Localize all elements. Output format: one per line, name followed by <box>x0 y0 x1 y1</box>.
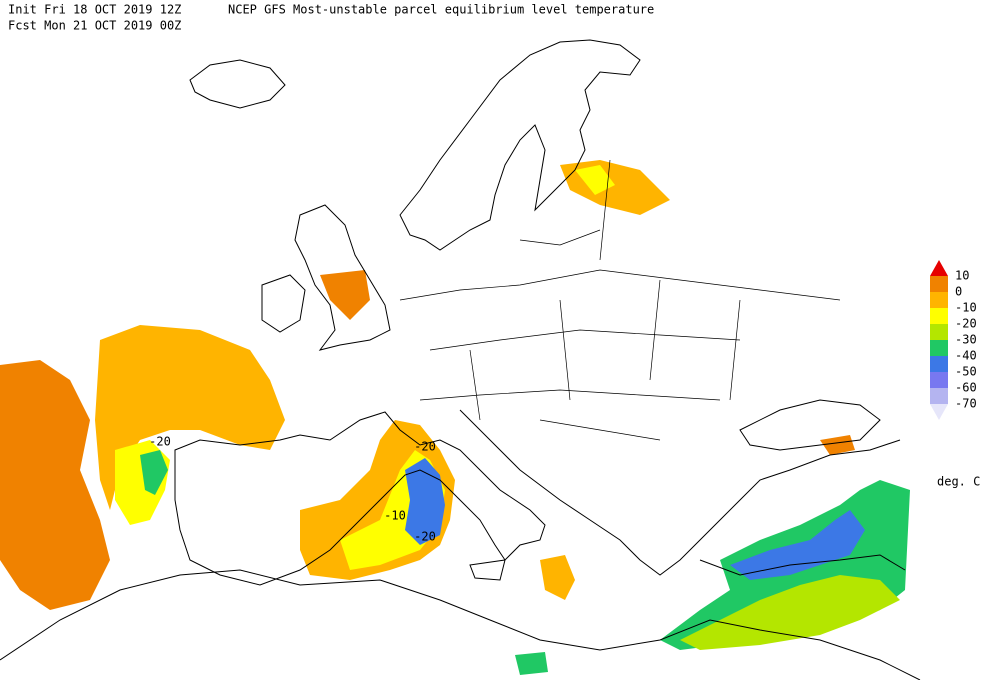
legend-swatch <box>930 404 948 420</box>
shaded-area <box>95 325 285 510</box>
contour-label: -20 <box>414 440 436 454</box>
coastline <box>0 569 921 680</box>
shaded-area <box>0 360 110 610</box>
contour-label: -10 <box>384 509 406 523</box>
map-title: NCEP GFS Most-unstable parcel equilibriu… <box>228 3 654 17</box>
coastline <box>294 204 391 351</box>
shaded-area <box>515 652 548 675</box>
shaded-area <box>140 450 168 495</box>
legend-label: -60 <box>955 381 977 395</box>
temperature-field <box>0 160 910 675</box>
legend-label: -30 <box>955 333 977 347</box>
legend-unit: deg. C <box>937 475 980 489</box>
coastlines <box>0 39 921 680</box>
contour-label: -20 <box>414 530 436 544</box>
contour-labels: -20 -20 -10 -20 <box>149 435 436 544</box>
legend-label: -50 <box>955 365 977 379</box>
legend-swatch <box>930 324 948 340</box>
legend-swatch <box>930 356 948 372</box>
legend-label: 10 <box>955 269 969 283</box>
coastline <box>189 59 286 109</box>
legend-swatch <box>930 260 948 276</box>
contour-label: -20 <box>149 435 171 449</box>
legend-swatch <box>930 292 948 308</box>
border <box>399 159 841 441</box>
shaded-area <box>0 480 60 570</box>
shaded-area <box>115 440 170 525</box>
shaded-area <box>540 555 575 600</box>
shaded-area <box>320 270 370 320</box>
legend-swatch <box>930 276 948 292</box>
legend-swatch <box>930 388 948 404</box>
legend-label: -70 <box>955 397 977 411</box>
shaded-area <box>575 165 615 195</box>
shaded-area <box>405 458 445 545</box>
coastline <box>459 409 901 576</box>
legend-label: -20 <box>955 317 977 331</box>
shaded-area <box>680 575 900 650</box>
legend-swatch <box>930 340 948 356</box>
legend-label: 0 <box>955 285 962 299</box>
shaded-area <box>730 510 865 580</box>
coastline <box>699 554 906 576</box>
shaded-area <box>820 435 855 455</box>
coastline <box>174 411 546 586</box>
coastline <box>469 559 506 581</box>
coastline <box>399 39 641 251</box>
init-time: Init Fri 18 OCT 2019 12Z <box>8 3 181 17</box>
legend: 10 0 -10 -20 -30 -40 -50 -60 -70 <box>930 260 977 420</box>
forecast-time: Fcst Mon 21 OCT 2019 00Z <box>8 19 181 33</box>
legend-label: -40 <box>955 349 977 363</box>
legend-swatch <box>930 372 948 388</box>
coastline <box>739 399 881 451</box>
coastline <box>261 274 306 333</box>
legend-label: -10 <box>955 301 977 315</box>
legend-swatch <box>930 308 948 324</box>
shaded-area <box>560 160 670 215</box>
